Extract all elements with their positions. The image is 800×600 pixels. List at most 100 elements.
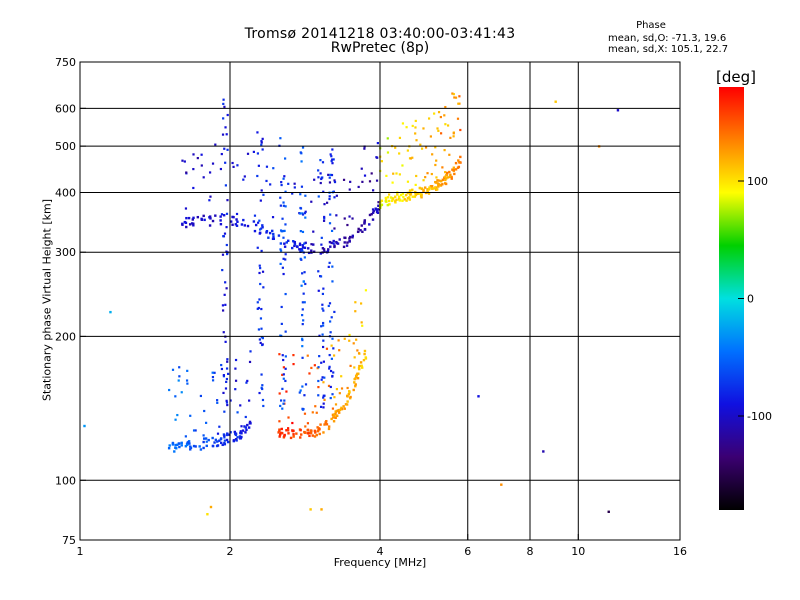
data-point bbox=[328, 222, 332, 225]
data-point bbox=[423, 186, 427, 189]
data-point bbox=[363, 349, 367, 353]
data-point bbox=[452, 135, 455, 138]
data-point bbox=[409, 157, 413, 160]
data-point bbox=[196, 156, 199, 160]
data-point bbox=[211, 371, 214, 374]
data-point bbox=[335, 241, 339, 245]
data-point bbox=[282, 402, 285, 405]
data-point bbox=[401, 122, 405, 125]
data-point bbox=[232, 439, 236, 442]
data-point bbox=[313, 435, 317, 438]
data-point bbox=[298, 212, 302, 215]
data-point bbox=[271, 216, 275, 219]
data-point bbox=[258, 232, 262, 235]
data-point bbox=[220, 363, 223, 367]
data-point bbox=[441, 178, 444, 181]
data-point bbox=[262, 286, 265, 289]
data-point bbox=[221, 133, 225, 136]
data-point bbox=[303, 394, 306, 397]
data-point bbox=[317, 169, 320, 172]
data-point bbox=[248, 360, 252, 364]
data-point bbox=[309, 429, 312, 432]
data-point bbox=[299, 428, 302, 432]
scatter-points bbox=[83, 92, 620, 516]
data-point bbox=[257, 164, 260, 167]
data-point bbox=[454, 96, 458, 99]
data-point bbox=[437, 129, 440, 132]
data-point bbox=[435, 176, 438, 179]
data-point bbox=[309, 508, 312, 511]
data-point bbox=[389, 196, 393, 199]
data-point bbox=[322, 360, 325, 363]
data-point bbox=[446, 124, 450, 127]
data-point bbox=[441, 166, 444, 169]
data-point bbox=[459, 155, 462, 159]
data-point bbox=[283, 433, 286, 437]
data-point bbox=[208, 199, 211, 202]
chart-title: Tromsø 20141218 03:40:00-03:41:43 bbox=[244, 26, 516, 42]
data-point bbox=[260, 143, 263, 146]
data-point bbox=[211, 379, 215, 382]
data-point bbox=[225, 380, 228, 383]
data-point bbox=[332, 158, 335, 161]
data-point bbox=[328, 195, 331, 198]
data-point bbox=[388, 203, 391, 206]
data-point bbox=[342, 405, 345, 408]
data-point bbox=[214, 214, 217, 217]
data-point bbox=[420, 193, 423, 197]
phase-stats-o: mean, sd,O: -71.3, 19.6 bbox=[608, 33, 727, 44]
data-point bbox=[225, 401, 229, 404]
data-point bbox=[239, 430, 242, 433]
data-point bbox=[259, 199, 262, 202]
data-point bbox=[260, 307, 263, 311]
data-point bbox=[199, 394, 203, 398]
data-point bbox=[292, 435, 295, 438]
data-point bbox=[329, 245, 332, 248]
data-point bbox=[338, 408, 342, 412]
data-point bbox=[279, 137, 282, 140]
data-point bbox=[361, 324, 364, 327]
data-point bbox=[316, 429, 320, 433]
data-point bbox=[408, 189, 412, 192]
data-point bbox=[331, 265, 334, 268]
data-point bbox=[224, 161, 227, 164]
data-point bbox=[243, 224, 247, 227]
data-point bbox=[318, 355, 321, 358]
data-point bbox=[354, 383, 357, 386]
data-point bbox=[189, 445, 192, 448]
data-point bbox=[224, 184, 227, 187]
axis-ticks: 1 2 4 6 8 10 16 75 100 200 300 400 500 600 750 bbox=[55, 56, 687, 558]
data-point bbox=[340, 406, 343, 410]
data-point bbox=[448, 153, 451, 156]
data-point bbox=[224, 340, 227, 343]
data-point bbox=[259, 341, 262, 345]
data-point bbox=[192, 444, 196, 448]
data-point bbox=[444, 182, 448, 186]
data-point bbox=[258, 298, 261, 301]
data-point bbox=[334, 410, 337, 413]
data-point bbox=[397, 195, 401, 198]
data-point bbox=[260, 140, 263, 143]
data-point bbox=[443, 149, 446, 152]
data-point bbox=[186, 441, 190, 444]
data-point bbox=[219, 441, 223, 445]
data-point bbox=[394, 200, 397, 203]
data-point bbox=[226, 113, 229, 117]
data-point bbox=[171, 368, 175, 371]
data-point bbox=[229, 431, 232, 434]
data-point bbox=[335, 194, 338, 197]
data-point bbox=[261, 270, 265, 273]
data-point bbox=[393, 195, 397, 198]
data-point bbox=[459, 128, 462, 132]
data-point bbox=[200, 164, 203, 167]
data-point bbox=[287, 432, 290, 435]
data-point bbox=[331, 158, 334, 161]
data-point bbox=[322, 287, 325, 290]
y-tick-label: 300 bbox=[55, 246, 76, 259]
data-point bbox=[330, 155, 333, 158]
data-point bbox=[192, 429, 196, 432]
data-point bbox=[187, 216, 191, 220]
data-point bbox=[327, 265, 330, 268]
data-point bbox=[446, 176, 450, 179]
data-point bbox=[386, 203, 389, 207]
